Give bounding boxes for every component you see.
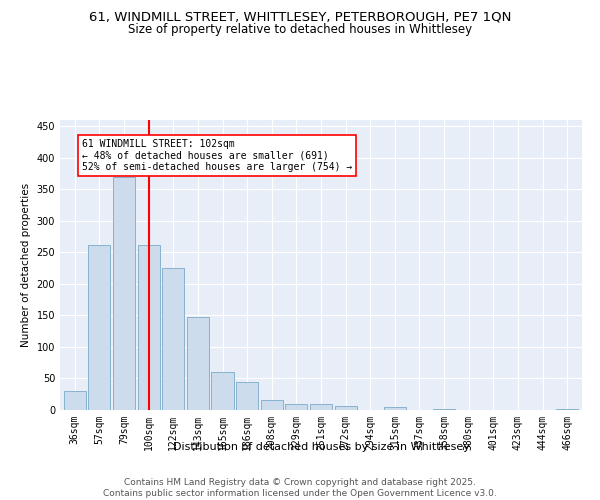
Text: Contains HM Land Registry data © Crown copyright and database right 2025.
Contai: Contains HM Land Registry data © Crown c… [103,478,497,498]
Bar [187,316,209,410]
Bar [310,404,332,410]
Bar [88,245,110,410]
Text: 61 WINDMILL STREET: 102sqm
← 48% of detached houses are smaller (691)
52% of sem: 61 WINDMILL STREET: 102sqm ← 48% of deta… [82,139,352,172]
Bar [384,407,406,410]
Bar [285,404,307,410]
Text: 61, WINDMILL STREET, WHITTLESEY, PETERBOROUGH, PE7 1QN: 61, WINDMILL STREET, WHITTLESEY, PETERBO… [89,10,511,23]
Bar [113,176,135,410]
Bar [556,408,578,410]
Bar [236,382,258,410]
Y-axis label: Number of detached properties: Number of detached properties [21,183,31,347]
Bar [162,268,184,410]
Text: Distribution of detached houses by size in Whittlesey: Distribution of detached houses by size … [173,442,469,452]
Text: Size of property relative to detached houses in Whittlesey: Size of property relative to detached ho… [128,22,472,36]
Bar [137,245,160,410]
Bar [335,406,357,410]
Bar [211,372,233,410]
Bar [64,391,86,410]
Bar [260,400,283,410]
